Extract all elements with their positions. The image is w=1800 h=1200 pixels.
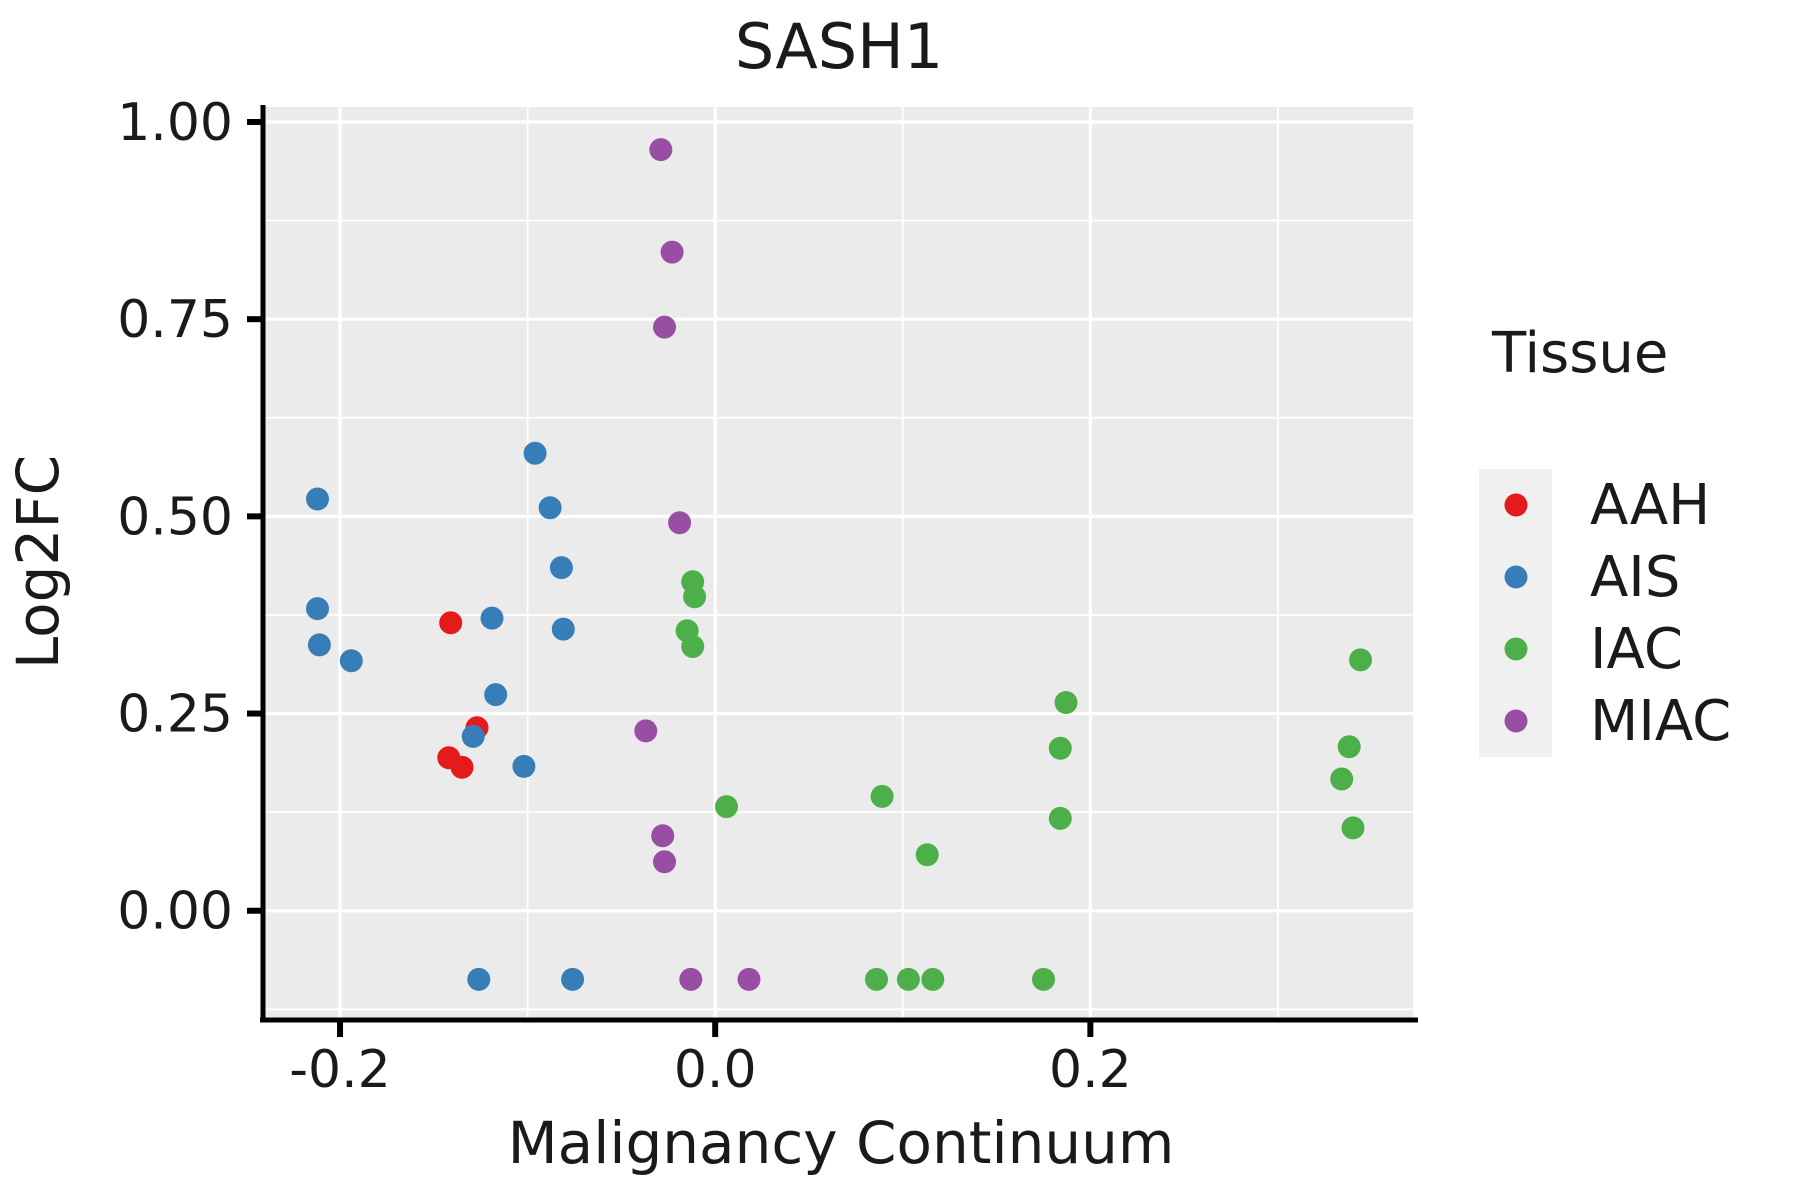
data-point-miac bbox=[634, 719, 658, 743]
data-point-ais bbox=[307, 633, 331, 657]
data-point-miac bbox=[660, 240, 684, 264]
legend-dot bbox=[1504, 565, 1528, 589]
gridlines bbox=[265, 107, 1413, 1018]
data-point-miac bbox=[668, 511, 692, 535]
data-point-ais bbox=[551, 617, 575, 641]
y-tick-label: 0.75 bbox=[117, 290, 233, 350]
data-point-iac bbox=[915, 843, 939, 867]
data-point-iac bbox=[1048, 806, 1072, 830]
legend-entry-miac: MIAC bbox=[1479, 685, 1731, 757]
legend-entry-label: MIAC bbox=[1590, 689, 1731, 754]
data-point-iac bbox=[1330, 767, 1354, 791]
y-tick-label: 0.00 bbox=[117, 882, 233, 942]
y-axis-label: Log2FC bbox=[4, 455, 72, 669]
data-point-miac bbox=[737, 967, 761, 991]
data-point-aah bbox=[439, 611, 463, 635]
legend-entry-label: AAH bbox=[1590, 473, 1710, 538]
data-point-ais bbox=[484, 683, 508, 707]
plot-panel bbox=[265, 107, 1413, 1018]
axes-lines-and-ticks bbox=[247, 105, 1418, 1037]
tick-labels: 1.00 0.75 0.50 0.25 0.00 -0.2 0.0 0.2 bbox=[117, 93, 1131, 1100]
data-point-ais bbox=[339, 649, 363, 673]
data-point-miac bbox=[649, 138, 673, 162]
legend-dot bbox=[1504, 493, 1528, 517]
legend-entries: AAH AIS IAC MIAC bbox=[1479, 469, 1731, 757]
data-point-miac bbox=[653, 850, 676, 874]
scatter-points bbox=[306, 138, 1372, 991]
y-tick-label: 1.00 bbox=[117, 93, 233, 153]
data-point-iac bbox=[681, 635, 705, 658]
data-point-ais bbox=[461, 724, 485, 748]
legend-entry-aah: AAH bbox=[1479, 469, 1710, 541]
legend-title: Tissue bbox=[1491, 321, 1668, 386]
x-tick-label: 0.0 bbox=[674, 1040, 757, 1100]
data-point-ais bbox=[549, 556, 573, 580]
data-point-iac bbox=[865, 967, 888, 991]
data-point-ais bbox=[306, 487, 329, 511]
data-point-ais bbox=[561, 967, 585, 991]
data-point-ais bbox=[523, 441, 547, 465]
legend-dot bbox=[1504, 637, 1528, 661]
y-tick-label: 0.25 bbox=[117, 685, 233, 745]
data-point-ais bbox=[480, 606, 504, 630]
data-point-iac bbox=[1349, 648, 1372, 672]
data-point-miac bbox=[653, 315, 676, 339]
data-point-aah bbox=[450, 755, 474, 779]
panel-background bbox=[265, 107, 1413, 1018]
legend-entry-iac: IAC bbox=[1479, 613, 1683, 685]
data-point-miac bbox=[679, 967, 703, 991]
x-tick-label: -0.2 bbox=[289, 1040, 390, 1100]
data-point-iac bbox=[1048, 736, 1072, 760]
chart-title: SASH1 bbox=[735, 10, 943, 83]
data-point-iac bbox=[896, 967, 920, 991]
data-point-iac bbox=[870, 784, 894, 808]
legend-entry-label: IAC bbox=[1590, 617, 1683, 682]
x-axis-label: Malignancy Continuum bbox=[508, 1109, 1175, 1177]
y-tick-label: 0.50 bbox=[117, 487, 233, 547]
data-point-iac bbox=[1341, 816, 1365, 840]
data-point-iac bbox=[715, 795, 738, 819]
x-tick-label: 0.2 bbox=[1049, 1040, 1132, 1100]
data-point-iac bbox=[921, 967, 945, 991]
data-point-iac bbox=[1054, 691, 1078, 714]
legend-dot bbox=[1504, 709, 1528, 733]
data-point-ais bbox=[467, 967, 491, 991]
legend: Tissue AAH AIS IAC MIAC bbox=[1479, 321, 1731, 757]
data-point-iac bbox=[683, 585, 707, 609]
data-point-ais bbox=[538, 496, 562, 520]
legend-entry-ais: AIS bbox=[1479, 541, 1680, 613]
data-point-ais bbox=[512, 754, 536, 778]
legend-entry-label: AIS bbox=[1590, 545, 1680, 610]
data-point-iac bbox=[1032, 967, 1055, 991]
data-point-miac bbox=[651, 824, 675, 848]
data-point-iac bbox=[1337, 735, 1361, 759]
data-point-ais bbox=[306, 597, 329, 621]
